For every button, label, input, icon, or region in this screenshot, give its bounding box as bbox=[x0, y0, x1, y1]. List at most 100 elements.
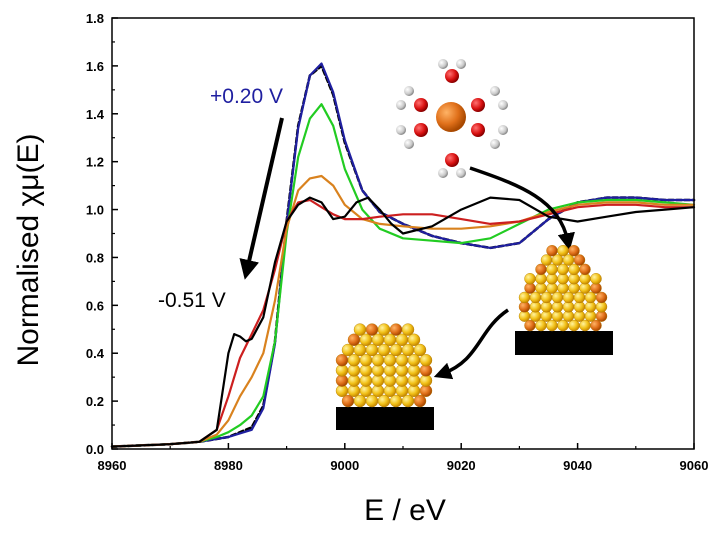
annotation-positive-voltage: +0.20 V bbox=[210, 85, 283, 108]
reduction-arrow-lower bbox=[433, 308, 509, 380]
x-tick-label: 9020 bbox=[447, 458, 476, 473]
supported-particle-large bbox=[335, 323, 434, 430]
nanoparticle-atom bbox=[546, 263, 558, 276]
nanoparticle-atom bbox=[377, 394, 391, 408]
nanoparticle-atom bbox=[335, 354, 349, 367]
nanoparticle-atom bbox=[389, 343, 403, 357]
nanoparticle-atom bbox=[371, 354, 385, 367]
nanoparticle-atom bbox=[401, 323, 415, 336]
nanoparticle-atom bbox=[590, 273, 602, 285]
nanoparticle-atom bbox=[389, 323, 403, 336]
nanoparticle-atom bbox=[568, 263, 580, 276]
y-tick-label: 0.8 bbox=[86, 250, 104, 265]
copper-ion bbox=[436, 102, 466, 132]
nanoparticle-atom bbox=[573, 254, 586, 266]
nanoparticle-atom bbox=[353, 343, 367, 357]
nanoparticle-atom bbox=[365, 323, 379, 336]
y-tick-label: 1.8 bbox=[86, 11, 104, 26]
nanoparticle-atom bbox=[579, 319, 591, 332]
nanoparticle-atom bbox=[377, 343, 391, 357]
nanoparticle-atom bbox=[419, 354, 433, 367]
series-line-5 bbox=[110, 198, 696, 448]
nanoparticle-atom bbox=[546, 244, 558, 257]
nanoparticle-atom bbox=[595, 291, 608, 304]
nanoparticle-atom bbox=[395, 333, 409, 346]
supported-particle-small bbox=[515, 244, 613, 355]
nanoparticle-atom bbox=[347, 354, 361, 367]
x-tick-label: 8980 bbox=[214, 458, 243, 473]
water-molecule-top bbox=[438, 59, 466, 83]
nanoparticle-atom bbox=[551, 291, 564, 304]
water-molecule-lower-right bbox=[471, 123, 508, 149]
nanoparticle-atom bbox=[353, 394, 367, 408]
y-tick-label: 0.4 bbox=[86, 346, 105, 361]
x-tick-label: 9000 bbox=[330, 458, 359, 473]
nanoparticle-atom bbox=[413, 343, 427, 357]
water-molecule-upper-right bbox=[471, 86, 508, 112]
nanoparticle-atom bbox=[535, 319, 547, 332]
water-molecule-lower-left bbox=[396, 123, 428, 149]
nanoparticle-atom bbox=[383, 354, 397, 367]
nanoparticle-atom bbox=[359, 354, 373, 367]
nanoparticle-atom bbox=[365, 343, 379, 357]
hydrated-copper-ion-illustration bbox=[396, 59, 508, 178]
y-axis-label: Normalised χμ(E) bbox=[12, 133, 45, 366]
nanoparticle-atom bbox=[413, 394, 427, 408]
annotation-negative-voltage: -0.51 V bbox=[158, 289, 226, 312]
nanoparticle-atom bbox=[341, 394, 355, 408]
nanoparticle-atom bbox=[401, 343, 415, 357]
nanoparticle-atom bbox=[551, 254, 564, 266]
nanoparticle-atom bbox=[365, 394, 379, 408]
nanoparticle-atom bbox=[540, 254, 553, 266]
nanoparticle-atom bbox=[535, 263, 547, 276]
nanoparticle-atom bbox=[524, 273, 536, 285]
axes: 8960 8980 9000 9020 9040 9060 0.0 0.2 0.4 0.6 0.8 1… bbox=[86, 11, 709, 473]
y-tick-label: 0.2 bbox=[86, 394, 104, 409]
y-tick-label: 0.6 bbox=[86, 298, 104, 313]
nanoparticle-atom bbox=[557, 319, 569, 332]
nanoparticle-atom bbox=[568, 319, 580, 332]
nanoparticle-atom bbox=[371, 333, 385, 346]
nanoparticle-atom bbox=[347, 333, 361, 346]
series-line-6 bbox=[110, 196, 696, 448]
x-tick-label: 8960 bbox=[98, 458, 127, 473]
nanoparticle-atom bbox=[590, 319, 602, 332]
y-tick-label: 1.6 bbox=[86, 59, 104, 74]
y-tick-label: 0.0 bbox=[86, 442, 104, 457]
nanoparticle-atom bbox=[353, 323, 367, 336]
support-substrate bbox=[336, 407, 434, 430]
y-tick-label: 1.4 bbox=[86, 107, 105, 122]
series-line-4 bbox=[110, 174, 696, 448]
x-axis-label: E / eV bbox=[364, 494, 446, 527]
nanoparticle-atom bbox=[562, 291, 575, 304]
nanoparticle-atom bbox=[579, 263, 591, 276]
nanoparticle-atom bbox=[584, 291, 597, 304]
x-tick-label: 9040 bbox=[563, 458, 592, 473]
nanoparticle-atom bbox=[529, 291, 542, 304]
nanoparticle-atom bbox=[407, 333, 421, 346]
reduction-arrow-upper bbox=[469, 166, 575, 251]
nanoparticle-atom bbox=[389, 394, 403, 408]
plot-area bbox=[110, 62, 696, 448]
y-tick-label: 1.2 bbox=[86, 155, 104, 170]
y-tick-label: 1.0 bbox=[86, 203, 104, 218]
nanoparticle-atom bbox=[395, 354, 409, 367]
nanoparticle-atom bbox=[557, 244, 569, 257]
nanoparticle-atom bbox=[562, 254, 575, 266]
nanoparticle-atom bbox=[557, 263, 569, 276]
nanoparticle-atom bbox=[524, 319, 536, 332]
water-molecule-upper-left bbox=[396, 86, 428, 112]
nanoparticle-atom bbox=[546, 319, 558, 332]
nanoparticle-atom bbox=[383, 333, 397, 346]
support-substrate bbox=[515, 331, 613, 355]
series-line-3 bbox=[110, 103, 696, 448]
nanoparticle-atom bbox=[407, 354, 421, 367]
nanoparticle-atom bbox=[359, 333, 373, 346]
nanoparticle-atom bbox=[377, 323, 391, 336]
nanoparticle-atom bbox=[540, 291, 553, 304]
nanoparticle-atom bbox=[573, 291, 586, 304]
nanoparticle-atom bbox=[341, 343, 355, 357]
water-molecule-bottom bbox=[438, 153, 466, 178]
nanoparticle-atom bbox=[518, 291, 531, 304]
